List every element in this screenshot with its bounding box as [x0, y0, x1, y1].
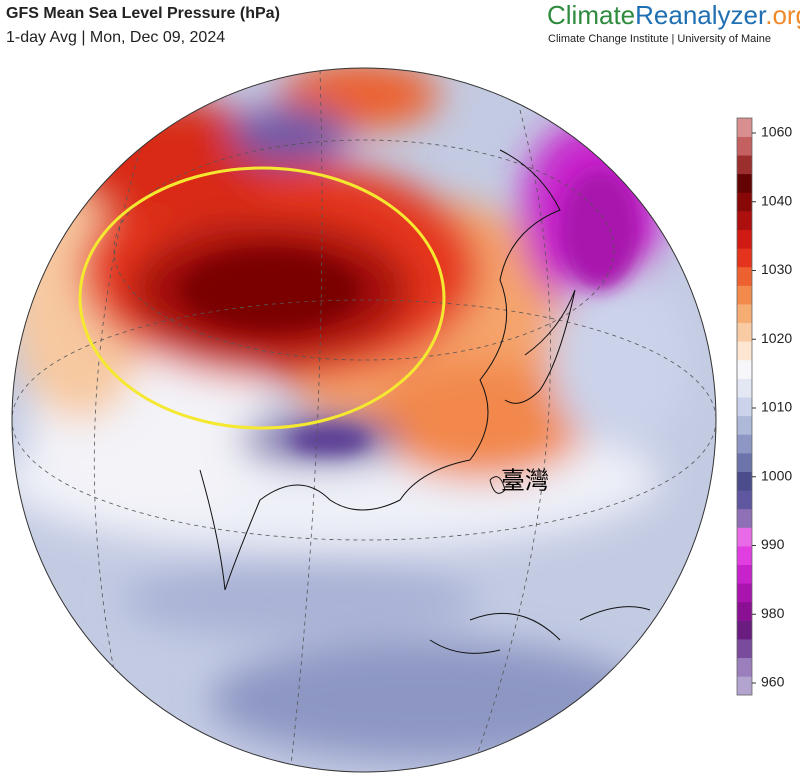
brand-part: .org	[765, 0, 800, 30]
colorbar-tick-label: 1040	[761, 192, 792, 208]
brand-part: Climate	[547, 0, 635, 30]
colorbar-band	[737, 136, 752, 156]
colorbar-band	[737, 601, 752, 621]
colorbar-band	[737, 490, 752, 510]
coastlines	[199, 149, 651, 654]
colorbar: 960 980 990 1000 1010 1020 1030 1040 1060	[736, 117, 792, 696]
highlight-ellipse	[78, 166, 446, 430]
colorbar-band	[737, 397, 752, 417]
colorbar-tick-label: 980	[761, 605, 785, 621]
colorbar-band	[737, 657, 752, 677]
colorbar-band	[737, 173, 752, 193]
colorbar-band	[737, 546, 752, 566]
colorbar-band	[737, 192, 752, 212]
brand-tagline: Climate Change Institute | University of…	[548, 33, 771, 45]
colorbar-tick-label: 1010	[761, 399, 792, 415]
colorbar-band	[737, 211, 752, 230]
map-label: 臺灣	[501, 467, 549, 495]
colorbar-tick-label: 1020	[761, 330, 792, 346]
colorbar-tick-label: 1060	[761, 124, 792, 140]
colorbar-band	[737, 564, 752, 584]
colorbar-tick-label: 1030	[761, 261, 792, 277]
colorbar-frame	[736, 117, 753, 696]
colorbar-tick-label: 990	[761, 536, 785, 552]
colorbar-band	[737, 118, 752, 137]
colorbar-band	[737, 453, 752, 472]
colorbar-band	[737, 322, 752, 342]
colorbar-band	[737, 583, 752, 603]
colorbar-band	[737, 229, 752, 249]
map-title: GFS Mean Sea Level Pressure (hPa)	[6, 5, 280, 22]
colorbar-band	[737, 415, 752, 435]
colorbar-band	[737, 341, 752, 361]
colorbar-band	[737, 434, 752, 454]
colorbar-band	[737, 378, 752, 398]
colorbar-tick-label: 1000	[761, 467, 792, 483]
colorbar-band	[737, 155, 752, 175]
brand-name: ClimateReanalyzer.org	[547, 0, 800, 30]
colorbar-band	[737, 266, 752, 286]
colorbar-band	[737, 639, 752, 659]
colorbar-band	[737, 508, 752, 528]
colorbar-tick-label: 960	[761, 674, 785, 690]
colorbar-band	[737, 285, 752, 305]
colorbar-band	[737, 304, 752, 324]
graticule	[12, 69, 716, 772]
brand-part: Reanalyzer	[635, 0, 767, 30]
colorbar-band	[737, 620, 752, 640]
colorbar-band	[737, 676, 752, 696]
colorbar-band	[737, 248, 752, 268]
colorbar-band	[737, 359, 752, 379]
colorbar-band	[737, 471, 752, 491]
globe-outline	[11, 67, 717, 773]
colorbar-band	[737, 527, 752, 547]
map-subtitle: 1-day Avg | Mon, Dec 09, 2024	[6, 29, 225, 46]
